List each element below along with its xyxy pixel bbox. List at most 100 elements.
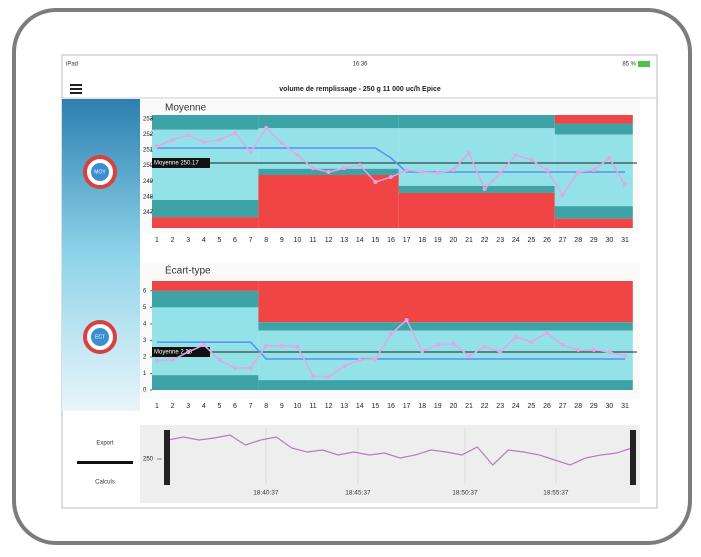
button-label: MOY [94,169,106,175]
data-point [170,137,175,142]
zone-warn [258,380,633,390]
x-tick-label: 14 [356,403,364,410]
data-point [560,342,565,347]
data-point [264,343,269,348]
x-tick-label: 15 [372,237,380,244]
data-point [435,170,440,175]
y-tick-label: 5 [143,305,147,311]
y-tick-label: 1 [143,371,147,377]
x-tick-label: 18:45:37 [345,490,371,497]
zone-warn [152,199,259,218]
x-tick-label: 30 [606,237,614,244]
data-point [311,373,315,378]
x-tick-label: 10 [294,237,302,244]
zone-out [152,281,259,291]
data-point [295,344,300,349]
y-tick-label: 251 [143,148,154,154]
x-tick-label: 1 [155,403,159,410]
y-tick-label: 247 [143,210,154,216]
x-tick-label: 30 [606,403,614,410]
x-tick-label: 10 [294,403,302,410]
data-point [404,317,409,322]
data-point [607,156,612,161]
data-point [373,356,378,361]
data-point [623,182,627,187]
data-point [201,342,206,347]
x-tick-label: 1 [155,237,159,244]
data-point [373,180,378,185]
data-point [420,170,425,175]
data-point [217,137,222,142]
zone-warn [398,185,555,193]
mean-label: Moyenne 2.30 [154,350,193,356]
data-point [357,163,362,168]
x-tick-label: 28 [574,237,582,244]
x-tick-label: 11 [309,403,316,410]
x-tick-label: 13 [340,237,348,244]
tab[interactable]: Export [96,441,114,447]
x-tick-label: 25 [528,237,536,244]
x-tick-label: 16 [387,403,395,410]
tab[interactable]: Calculs [95,480,115,486]
data-point [342,166,347,171]
y-tick-label: 4 [143,322,147,328]
data-point [170,357,175,362]
data-point [279,343,284,348]
x-tick-label: 20 [450,237,458,244]
x-tick-label: 29 [590,403,598,410]
zone-out [398,192,555,228]
target-line [157,147,625,173]
mean-label: Moyenne 250.17 [154,161,199,167]
data-point [420,349,425,354]
data-point [591,348,596,353]
data-point [357,357,362,362]
data-point [623,353,627,358]
data-point [404,168,409,173]
x-tick-label: 4 [202,237,206,244]
zone-warn [152,115,259,130]
x-tick-label: 17 [403,403,411,410]
chart-button[interactable]: ECT [83,320,117,354]
zone-out [152,217,259,228]
x-tick-label: 18:40:37 [253,490,279,497]
x-tick-label: 27 [559,237,567,244]
x-tick-label: 12 [325,237,333,244]
zone-ok [398,128,555,186]
x-tick-label: 18 [418,237,426,244]
x-tick-label: 31 [621,403,629,410]
data-point [264,125,269,130]
zone-warn [398,115,555,129]
x-tick-label: 15 [372,403,380,410]
data-point [467,151,471,156]
mean-label-bg [152,158,210,169]
header-title: volume de remplissage - 250 g 11 000 uc/… [279,86,441,93]
x-tick-label: 21 [465,403,473,410]
data-point [529,339,534,344]
x-tick-label: 11 [309,237,316,244]
data-point [389,175,393,180]
x-tick-label: 29 [590,237,598,244]
data-point [155,358,159,363]
y-tick-label: 0 [143,388,147,394]
menu-button[interactable] [70,84,82,94]
chart-button[interactable]: MOY [83,155,117,189]
zone-out [258,175,399,228]
x-tick-label: 26 [543,403,551,410]
x-tick-label: 27 [559,403,567,410]
x-tick-label: 5 [217,403,221,410]
zone-out [258,281,633,323]
x-tick-label: 18:55:37 [543,490,569,497]
data-point [311,166,315,171]
y-tick-label: 3 [143,338,147,344]
data-point [498,350,503,355]
zone-warn [554,206,633,219]
data-point [248,366,253,371]
sidebar [62,99,140,411]
x-tick-label: 7 [249,237,253,244]
x-tick-label: 2 [171,237,175,244]
x-tick-label: 23 [496,403,504,410]
data-point [529,158,534,163]
overview-panel [140,425,640,503]
zone-ok [152,307,259,376]
y-tick-label: 250 [143,163,154,169]
